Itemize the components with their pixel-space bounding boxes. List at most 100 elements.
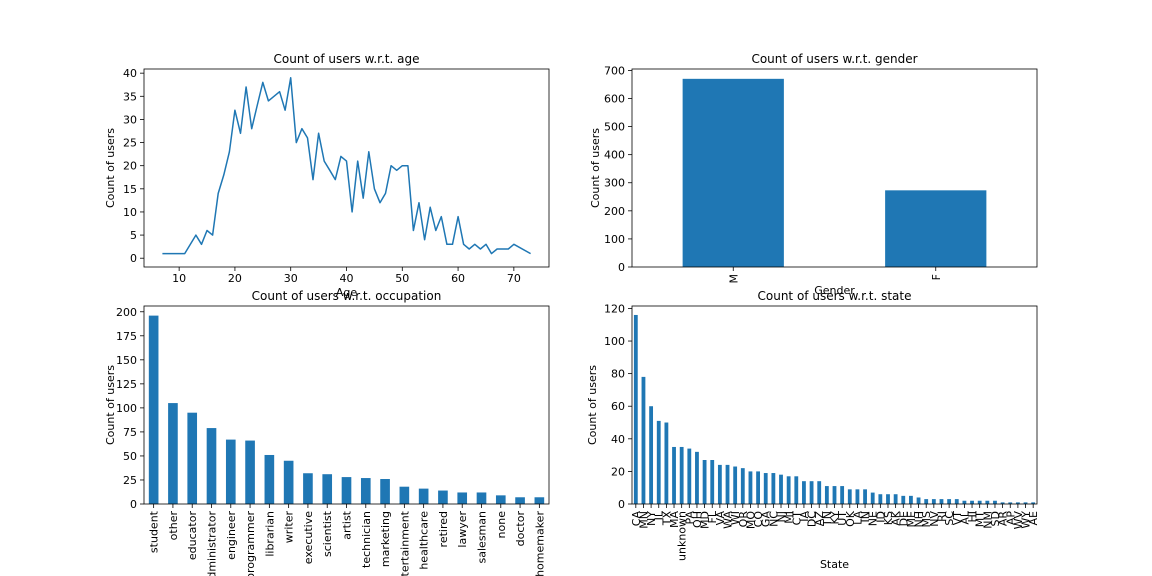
y-tick-label: 500 [604,121,625,134]
y-tick-label: 0 [618,261,625,274]
x-tick-label: writer [283,511,296,544]
x-tick-label: RI [935,511,948,522]
x-tick-label: DC [806,511,819,527]
y-tick-label: 60 [611,400,625,413]
bar-ae [1031,502,1036,504]
x-tick-label: KY [829,511,842,525]
x-tick-label: IN [859,511,872,522]
bar-ar [1000,502,1005,504]
x-tick-label: IL [653,510,666,520]
age-series-line [162,77,531,255]
bar-retired [438,490,448,504]
x-tick-label: unknown [676,511,689,561]
bar-md [702,460,707,504]
x-tick-label: student [148,510,161,553]
x-tick-label: educator [186,511,199,561]
x-tick-label: CA [630,511,643,527]
y-tick-label: 100 [604,233,625,246]
x-tick-label: executive [302,511,315,564]
x-tick-label: MO [744,511,757,529]
bar-other [168,403,178,504]
chart-title: Count of users w.r.t. age [274,52,420,66]
x-tick-label: programmer [244,511,257,576]
y-tick-label: 25 [123,474,137,487]
y-tick-label: 20 [611,465,625,478]
bar-nh [916,497,921,504]
x-tick-label: retired [437,511,450,547]
x-tick-label: AL [958,510,971,525]
bar-il [656,420,661,504]
bar-hi [970,500,974,504]
chart-title: Count of users w.r.t. state [758,289,912,303]
bar-student [148,315,159,504]
bar-f [885,190,987,267]
x-tick-label: 20 [228,272,242,285]
bar-ny [649,406,654,504]
bar-pa [687,448,692,504]
x-tick-label: AK [890,510,903,526]
x-tick-label: ME [905,511,918,527]
x-tick-label: NV [928,511,941,527]
plot-frame [143,305,550,505]
y-tick-label: 700 [604,64,625,77]
x-tick-label: OK [844,510,857,527]
bar-librarian [264,454,275,504]
y-tick-label: 120 [604,302,625,315]
x-tick-label: scientist [321,510,334,557]
bar-ak [893,494,898,504]
x-tick-label: VT [951,511,964,526]
y-axis-label: Count of users [586,365,599,445]
x-axis-label: Gender [814,284,855,297]
y-tick-label: 400 [604,149,625,162]
x-tick-label: DE [897,511,910,526]
bar-ut [840,486,845,504]
x-tick-label: TX [660,511,673,527]
y-axis-label: Count of users [104,365,117,445]
bar-ga [763,473,768,504]
chart-3: Count of users w.r.t. occupation 0 25 50 75 1… [104,289,550,576]
bar-writer [283,460,294,504]
x-axis-label: Age [336,286,358,299]
bar-ia [802,481,806,504]
x-tick-label: SD [989,511,1002,526]
chart-1: Count of users w.r.t. age 0 5 10 15 20 25 30 35 4… [104,52,550,299]
bar-engineer [225,439,236,504]
y-tick-label: 25 [123,137,137,150]
bar-az [817,481,822,504]
x-tick-label: AE [1027,511,1040,526]
bar-programmer [245,440,255,504]
bar-or [740,468,745,504]
x-tick-label: other [167,511,180,541]
x-tick-label: NE [867,511,880,526]
x-tick-label: homemaker [533,511,546,576]
y-tick-label: 200 [116,306,137,319]
x-tick-label: M [727,274,740,284]
y-tick-label: 0 [130,252,137,265]
plot-frame [143,68,550,268]
bar-homemaker [534,497,545,504]
bar-ms [924,499,929,504]
x-tick-label: AR [997,511,1010,527]
bar-wa [725,464,730,504]
bar-mt [977,500,982,504]
y-tick-label: 100 [116,402,137,415]
bar-tn [824,486,829,504]
bar-id [878,494,883,504]
x-tick-label: MT [974,511,987,527]
bar-nc [771,473,776,504]
x-tick-label: librarian [263,511,276,557]
x-tick-label: AP [1004,511,1017,526]
x-tick-label: lawyer [456,511,469,548]
x-tick-label: VA [714,511,727,526]
x-tick-label: NY [645,511,658,526]
bar-mn [641,376,646,504]
bar-ok [847,489,852,504]
bar-me [909,495,913,504]
x-tick-label: CT [790,511,803,526]
bar-in [863,489,867,504]
bar-mo [748,471,753,504]
bar-educator [187,412,198,504]
y-tick-label: 40 [123,67,137,80]
x-tick-label: doctor [514,511,527,547]
